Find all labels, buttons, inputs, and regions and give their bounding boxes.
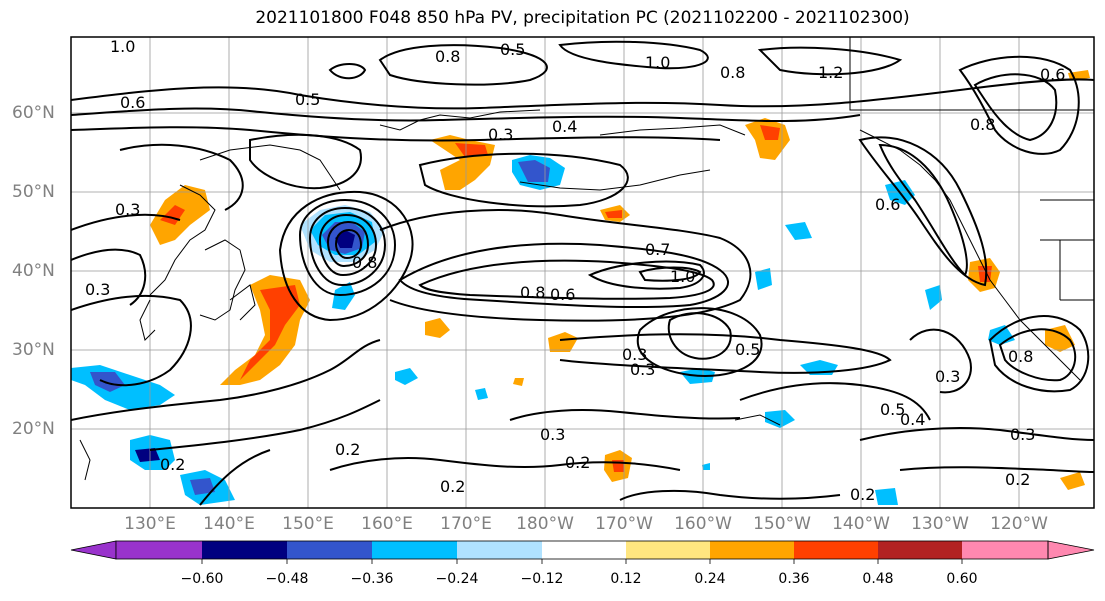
contour-label: 0.8 [435, 47, 460, 66]
colorbar-bin [287, 541, 372, 559]
colorbar-bin [962, 541, 1048, 559]
contour-labels: 1.0 0.5 0.8 0.6 0.5 1.2 1.0 0.8 0.6 0.3 … [85, 37, 1065, 504]
lon-label: 120°W [990, 514, 1048, 534]
contour-label: 0.8 [970, 115, 995, 134]
colorbar-tick-label: 0.24 [694, 571, 726, 587]
contour-label: 0.3 [1010, 425, 1035, 444]
lat-label: 20°N [12, 419, 55, 439]
colorbar-tick-label: −0.12 [520, 571, 564, 587]
precip-negative-shading [71, 155, 1015, 505]
contour-label: 0.5 [880, 400, 905, 419]
contour-label: 1.0 [110, 37, 135, 56]
contour-label: 0.2 [160, 455, 185, 474]
contour-label: 0.8 [352, 253, 377, 272]
lon-label: 130°W [911, 514, 969, 534]
colorbar [70, 540, 1095, 564]
colorbar-bin [116, 541, 202, 559]
contour-label: 0.3 [935, 367, 960, 386]
lon-label: 160°W [674, 514, 732, 534]
contour-label: 0.3 [115, 200, 140, 219]
contour-label: 0.3 [85, 280, 110, 299]
contour-label: 0.4 [900, 410, 925, 429]
coastlines [79, 37, 1094, 481]
lat-label: 40°N [12, 261, 55, 281]
contour-label: 0.8 [720, 63, 745, 82]
lon-label: 150°W [753, 514, 811, 534]
colorbar-tick-label: 0.60 [946, 571, 978, 587]
colorbar-bin [457, 541, 542, 559]
contour-label: 0.4 [552, 117, 577, 136]
contour-label: 0.6 [120, 93, 145, 112]
contour-label: 0.3 [622, 345, 647, 364]
lat-label: 30°N [12, 340, 55, 360]
lon-label: 130°E [124, 514, 176, 534]
contour-label: 0.5 [500, 40, 525, 59]
colorbar-tick-label: 0.36 [778, 571, 810, 587]
graticule [71, 37, 1094, 508]
colorbar-tick-label: −0.36 [350, 571, 394, 587]
contour-label: 1.0 [670, 267, 695, 286]
contour-label: 0.3 [540, 425, 565, 444]
lon-label: 140°E [203, 514, 255, 534]
colorbar-max-extend [1047, 540, 1095, 560]
colorbar-bin [710, 541, 794, 559]
map-title: 2021101800 F048 850 hPa PV, precipitatio… [255, 8, 910, 28]
contour-label: 0.7 [645, 240, 670, 259]
contour-label: 1.0 [645, 53, 670, 72]
colorbar-min-extend [70, 540, 117, 560]
contour-label: 0.2 [565, 453, 590, 472]
contour-label: 0.6 [1040, 65, 1065, 84]
colorbar-tick-label: −0.24 [435, 571, 479, 587]
contour-label: 1.2 [818, 63, 843, 82]
lon-label: 170°E [440, 514, 492, 534]
colorbar-tick-label: −0.48 [265, 571, 309, 587]
colorbar-bin [542, 541, 626, 559]
colorbar-tick-label: 0.48 [862, 571, 894, 587]
colorbar-bin [626, 541, 710, 559]
colorbar-bin [794, 541, 878, 559]
contour-label: 0.6 [875, 195, 900, 214]
map-frame [70, 36, 1095, 509]
contour-label: 0.3 [488, 125, 513, 144]
colorbar-tick-label: −0.60 [180, 571, 224, 587]
contour-label: 0.8 [1008, 347, 1033, 366]
lon-label: 160°E [361, 514, 413, 534]
contour-label: 0.2 [850, 485, 875, 504]
colorbar-bin [372, 541, 457, 559]
lat-label: 60°N [12, 103, 55, 123]
lon-label: 180°W [516, 514, 574, 534]
contour-label: 0.2 [440, 477, 465, 496]
colorbar-bin [878, 541, 962, 559]
pv-contours [71, 40, 1094, 506]
contour-label: 0.5 [735, 340, 760, 359]
lon-label: 140°W [832, 514, 890, 534]
lon-label: 150°E [282, 514, 334, 534]
contour-label: 0.5 [295, 90, 320, 109]
contour-label: 0.6 [550, 285, 575, 304]
contour-label: 0.8 [520, 283, 545, 302]
lat-label: 50°N [12, 182, 55, 202]
contour-label: 0.2 [1005, 470, 1030, 489]
precip-positive-shading [150, 70, 1090, 490]
colorbar-tick-label: 0.12 [610, 571, 642, 587]
contour-label: 0.2 [335, 440, 360, 459]
contour-label: 0.3 [630, 360, 655, 379]
lon-label: 170°W [595, 514, 653, 534]
colorbar-bin [202, 541, 287, 559]
